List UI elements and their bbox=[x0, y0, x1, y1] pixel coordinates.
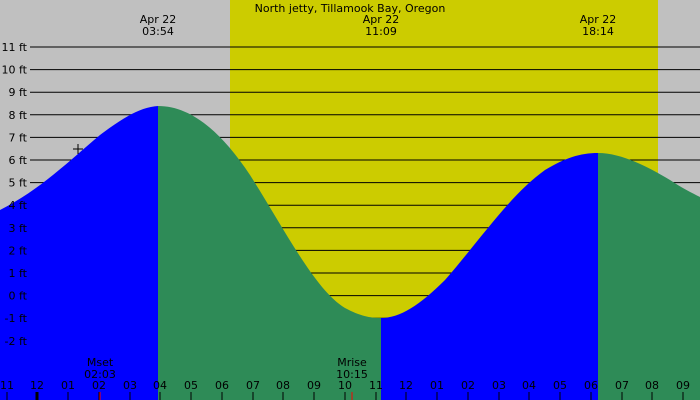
tide-falling-segment-1 bbox=[158, 106, 381, 400]
peak-time: 03:54 bbox=[142, 25, 174, 38]
x-tick-label: 01 bbox=[430, 379, 444, 392]
peak-time: 18:14 bbox=[582, 25, 614, 38]
x-tick-label: 06 bbox=[215, 379, 229, 392]
tide-rising-segment-2 bbox=[381, 153, 598, 400]
tide-rising-segment-1 bbox=[0, 106, 158, 400]
x-tick-label: 07 bbox=[615, 379, 629, 392]
x-axis-ticks bbox=[6, 392, 684, 400]
x-tick-label: 07 bbox=[246, 379, 260, 392]
crosshair-marker-icon bbox=[73, 144, 83, 154]
x-tick-label: 09 bbox=[307, 379, 321, 392]
y-axis-labels: 11 ft 10 ft 9 ft 8 ft 7 ft 6 ft 5 ft 4 f… bbox=[2, 41, 28, 348]
peak-date: Apr 22 bbox=[140, 13, 177, 26]
x-tick-label: 03 bbox=[123, 379, 137, 392]
moonset-label: Mset bbox=[87, 356, 114, 369]
x-tick-label: 05 bbox=[184, 379, 198, 392]
x-axis-labels: 11 12 01 02 03 04 05 06 07 08 09 10 11 1… bbox=[0, 379, 690, 392]
moonset-time: 02:03 bbox=[84, 368, 116, 381]
x-tick-label: 12 bbox=[399, 379, 413, 392]
y-tick-label: 7 ft bbox=[9, 131, 28, 144]
tide-falling-segment-2 bbox=[598, 153, 700, 400]
peak-headers: Apr 22 03:54 Apr 22 11:09 Apr 22 18:14 bbox=[140, 13, 617, 38]
y-tick-label: -2 ft bbox=[5, 335, 28, 348]
peak-time: 11:09 bbox=[365, 25, 397, 38]
x-tick-label: 12 bbox=[30, 379, 44, 392]
y-tick-label: 8 ft bbox=[9, 109, 28, 122]
x-tick-label: 08 bbox=[276, 379, 290, 392]
x-tick-label: 04 bbox=[522, 379, 536, 392]
y-tick-label: 11 ft bbox=[2, 41, 28, 54]
x-tick-label: 11 bbox=[369, 379, 383, 392]
y-tick-label: 6 ft bbox=[9, 154, 28, 167]
y-tick-label: 0 ft bbox=[9, 290, 28, 303]
x-tick-label: 05 bbox=[553, 379, 567, 392]
moonrise-time: 10:15 bbox=[336, 368, 368, 381]
y-tick-label: 5 ft bbox=[9, 177, 28, 190]
y-tick-label: 1 ft bbox=[9, 267, 28, 280]
chart-title: North jetty, Tillamook Bay, Oregon bbox=[255, 2, 446, 15]
moon-labels: Mset 02:03 Mrise 10:15 bbox=[84, 356, 368, 381]
moonrise-label: Mrise bbox=[337, 356, 367, 369]
x-tick-label: 09 bbox=[676, 379, 690, 392]
y-tick-label: 10 ft bbox=[2, 64, 28, 77]
y-tick-label: 3 ft bbox=[9, 222, 28, 235]
y-tick-label: -1 ft bbox=[5, 312, 28, 325]
x-tick-label: 06 bbox=[584, 379, 598, 392]
x-tick-label: 02 bbox=[461, 379, 475, 392]
x-tick-label: 02 bbox=[92, 379, 106, 392]
peak-date: Apr 22 bbox=[363, 13, 400, 26]
x-tick-label: 03 bbox=[492, 379, 506, 392]
x-tick-label: 10 bbox=[338, 379, 352, 392]
x-tick-label: 01 bbox=[61, 379, 75, 392]
y-tick-label: 9 ft bbox=[9, 86, 28, 99]
y-tick-label: 4 ft bbox=[9, 199, 28, 212]
y-tick-label: 2 ft bbox=[9, 244, 28, 257]
peak-date: Apr 22 bbox=[580, 13, 617, 26]
x-tick-label: 04 bbox=[153, 379, 167, 392]
x-tick-label: 08 bbox=[645, 379, 659, 392]
x-tick-label: 11 bbox=[0, 379, 14, 392]
